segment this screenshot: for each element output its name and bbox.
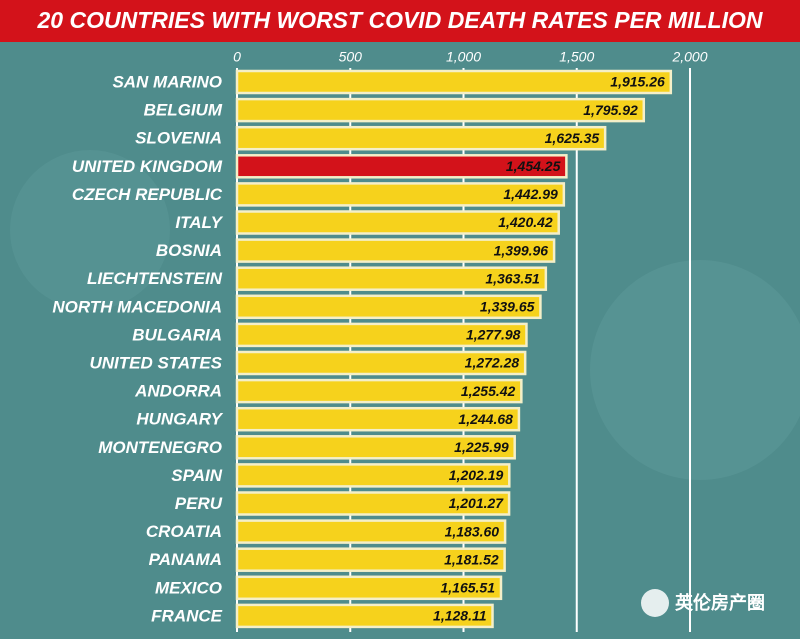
y-tick-label: MONTENEGRO bbox=[98, 438, 222, 457]
virus-decoration bbox=[10, 150, 170, 310]
value-label: 1,165.51 bbox=[440, 580, 495, 596]
watermark: 英伦房产圈 bbox=[674, 592, 765, 613]
y-tick-label: SAN MARINO bbox=[112, 72, 222, 91]
value-label: 1,795.92 bbox=[583, 102, 638, 118]
y-tick-label: UNITED STATES bbox=[89, 353, 222, 372]
x-tick-label: 1,000 bbox=[446, 49, 481, 65]
value-label: 1,202.19 bbox=[449, 467, 504, 483]
value-label: 1,399.96 bbox=[494, 242, 549, 258]
y-tick-label: BULGARIA bbox=[132, 325, 222, 344]
bar bbox=[235, 575, 503, 601]
value-label: 1,181.52 bbox=[444, 551, 499, 567]
y-tick-label: PANAMA bbox=[149, 550, 222, 569]
value-label: 1,272.28 bbox=[465, 355, 520, 371]
value-label: 1,201.27 bbox=[449, 495, 505, 511]
y-tick-label: HUNGARY bbox=[136, 410, 223, 429]
value-label: 1,363.51 bbox=[485, 270, 540, 286]
bar bbox=[235, 294, 542, 320]
value-label: 1,915.26 bbox=[610, 74, 665, 90]
bar bbox=[235, 378, 523, 404]
bar bbox=[235, 154, 568, 179]
x-tick-label: 1,500 bbox=[559, 49, 594, 65]
value-label: 1,420.42 bbox=[498, 214, 553, 230]
y-tick-label: SLOVENIA bbox=[135, 129, 222, 148]
bar bbox=[235, 182, 566, 207]
y-tick-label: ANDORRA bbox=[134, 382, 222, 401]
value-label: 1,442.99 bbox=[503, 186, 558, 202]
x-tick-label: 500 bbox=[339, 49, 363, 65]
value-label: 1,225.99 bbox=[454, 439, 509, 455]
y-tick-label: ITALY bbox=[175, 213, 223, 232]
y-tick-label: PERU bbox=[175, 494, 223, 513]
bar bbox=[235, 603, 494, 629]
bar bbox=[235, 125, 607, 151]
bar bbox=[235, 435, 516, 460]
value-label: 1,255.42 bbox=[461, 383, 516, 399]
x-tick-label: 0 bbox=[233, 49, 241, 65]
y-tick-label: MEXICO bbox=[155, 578, 222, 597]
y-tick-label: CROATIA bbox=[146, 522, 222, 541]
value-label: 1,625.35 bbox=[545, 130, 600, 146]
bar bbox=[235, 210, 560, 235]
y-tick-label: NORTH MACEDONIA bbox=[52, 297, 222, 316]
watermark-icon bbox=[641, 589, 669, 617]
value-label: 1,244.68 bbox=[458, 411, 513, 427]
bar bbox=[235, 463, 511, 488]
bar bbox=[235, 322, 528, 348]
bar bbox=[235, 266, 548, 291]
bar bbox=[235, 238, 556, 263]
value-label: 1,128.11 bbox=[433, 608, 487, 624]
y-tick-label: LIECHTENSTEIN bbox=[87, 269, 223, 288]
bar bbox=[235, 547, 506, 572]
value-label: 1,339.65 bbox=[480, 299, 535, 315]
bar bbox=[235, 519, 507, 544]
value-label: 1,183.60 bbox=[445, 523, 500, 539]
y-tick-label: SPAIN bbox=[171, 466, 222, 485]
bar bbox=[235, 406, 521, 432]
value-label: 1,454.25 bbox=[506, 158, 561, 174]
title-bar bbox=[0, 0, 800, 42]
bar bbox=[235, 350, 527, 376]
chart-title: 20 COUNTRIES WITH WORST COVID DEATH RATE… bbox=[37, 7, 763, 33]
x-tick-label: 2,000 bbox=[671, 49, 707, 65]
virus-decoration bbox=[590, 260, 800, 480]
y-tick-label: BELGIUM bbox=[144, 101, 223, 120]
bar bbox=[235, 97, 646, 123]
y-tick-label: BOSNIA bbox=[156, 241, 222, 260]
bar bbox=[235, 69, 673, 95]
value-label: 1,277.98 bbox=[466, 327, 521, 343]
y-tick-label: FRANCE bbox=[151, 606, 222, 625]
y-tick-label: CZECH REPUBLIC bbox=[72, 185, 223, 204]
bar bbox=[235, 491, 511, 516]
y-tick-label: UNITED KINGDOM bbox=[72, 157, 223, 176]
